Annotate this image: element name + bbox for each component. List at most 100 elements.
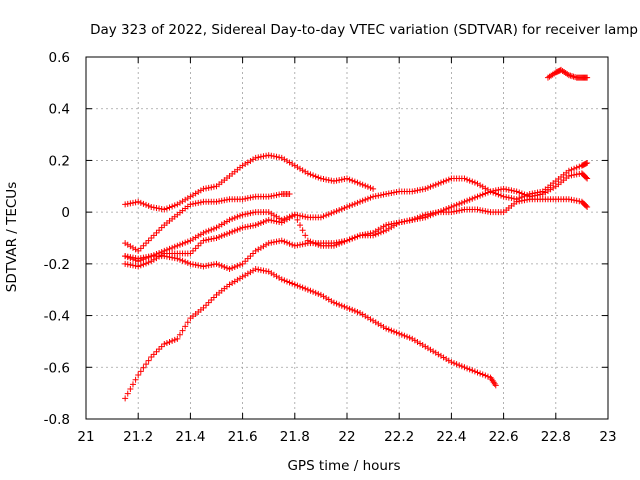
data-point xyxy=(320,293,327,300)
data-point xyxy=(197,187,204,194)
data-point xyxy=(304,170,311,177)
data-point xyxy=(176,241,183,248)
data-point xyxy=(176,331,183,338)
data-point xyxy=(234,276,241,283)
data-point xyxy=(137,199,144,206)
data-point xyxy=(341,176,348,183)
data-point xyxy=(247,194,254,201)
data-point xyxy=(390,189,397,196)
data-point xyxy=(203,237,210,244)
data-point xyxy=(479,183,486,190)
data-point xyxy=(197,231,204,238)
data-point xyxy=(145,357,152,364)
data-point xyxy=(218,262,225,269)
data-point xyxy=(458,207,465,214)
data-point xyxy=(336,207,343,214)
data-point xyxy=(263,241,270,248)
data-point xyxy=(333,177,340,184)
data-point xyxy=(294,282,301,289)
data-point xyxy=(226,216,233,223)
data-point xyxy=(265,209,272,216)
data-point xyxy=(409,216,416,223)
data-point xyxy=(584,160,591,167)
data-point xyxy=(247,223,254,230)
data-point xyxy=(236,212,243,219)
data-point xyxy=(556,67,563,74)
data-point xyxy=(513,198,520,205)
data-point xyxy=(210,235,217,242)
data-point xyxy=(208,297,215,304)
data-point xyxy=(458,199,465,206)
data-point xyxy=(184,259,191,266)
data-point xyxy=(270,192,277,199)
data-point xyxy=(427,210,434,217)
data-point xyxy=(357,198,364,205)
data-point xyxy=(401,332,408,339)
data-point xyxy=(291,162,298,169)
data-point xyxy=(268,152,275,159)
y-tick-label: -0.2 xyxy=(44,257,70,273)
data-point xyxy=(511,187,518,194)
data-point xyxy=(190,236,197,243)
data-point xyxy=(286,191,293,198)
data-point xyxy=(148,258,155,265)
data-point xyxy=(349,177,356,184)
data-point xyxy=(294,164,301,171)
data-point xyxy=(299,227,306,234)
data-point xyxy=(406,334,413,341)
data-point xyxy=(242,195,249,202)
data-point xyxy=(129,244,136,251)
data-point xyxy=(234,262,241,269)
data-point xyxy=(283,239,290,246)
data-point xyxy=(231,214,238,221)
y-tick-label: 0 xyxy=(61,205,70,221)
data-point xyxy=(156,227,163,234)
data-point xyxy=(132,255,139,262)
data-point xyxy=(372,193,379,200)
data-point xyxy=(195,199,202,206)
data-point xyxy=(143,254,150,261)
data-point xyxy=(338,302,345,309)
data-point xyxy=(137,368,144,375)
data-point xyxy=(320,213,327,220)
axis-ticks: 21 21.2 21.4 21.6 21.8 22 22.2 22.4 22.6 22.8 23 -0… xyxy=(44,50,617,445)
data-point xyxy=(542,189,549,196)
data-point xyxy=(346,176,353,183)
data-point xyxy=(508,195,515,202)
data-point xyxy=(325,177,332,184)
series-s6 xyxy=(122,266,499,402)
data-point xyxy=(286,240,293,247)
data-point xyxy=(263,268,270,275)
data-point xyxy=(453,361,460,368)
data-point xyxy=(364,195,371,202)
data-point xyxy=(140,364,147,371)
data-point xyxy=(503,186,510,193)
data-point xyxy=(192,190,199,197)
data-point xyxy=(570,73,577,80)
data-point xyxy=(464,176,471,183)
data-point xyxy=(129,254,136,261)
data-point xyxy=(182,323,189,330)
data-point xyxy=(362,231,369,238)
data-point xyxy=(565,172,572,179)
data-point xyxy=(474,206,481,213)
data-point xyxy=(565,196,572,203)
data-point xyxy=(210,294,217,301)
data-point xyxy=(273,153,280,160)
data-point xyxy=(464,365,471,372)
data-point xyxy=(187,237,194,244)
series-s7 xyxy=(544,66,591,81)
data-point xyxy=(205,227,212,234)
y-axis-label: SDTVAR / TECUs xyxy=(4,182,20,292)
data-point xyxy=(143,201,150,208)
data-point xyxy=(323,212,330,219)
data-point xyxy=(411,337,418,344)
data-point xyxy=(179,240,186,247)
data-point xyxy=(265,216,272,223)
data-point xyxy=(307,287,314,294)
data-point xyxy=(341,238,348,245)
data-point xyxy=(497,186,504,193)
data-point xyxy=(370,185,377,192)
data-point xyxy=(140,200,147,207)
